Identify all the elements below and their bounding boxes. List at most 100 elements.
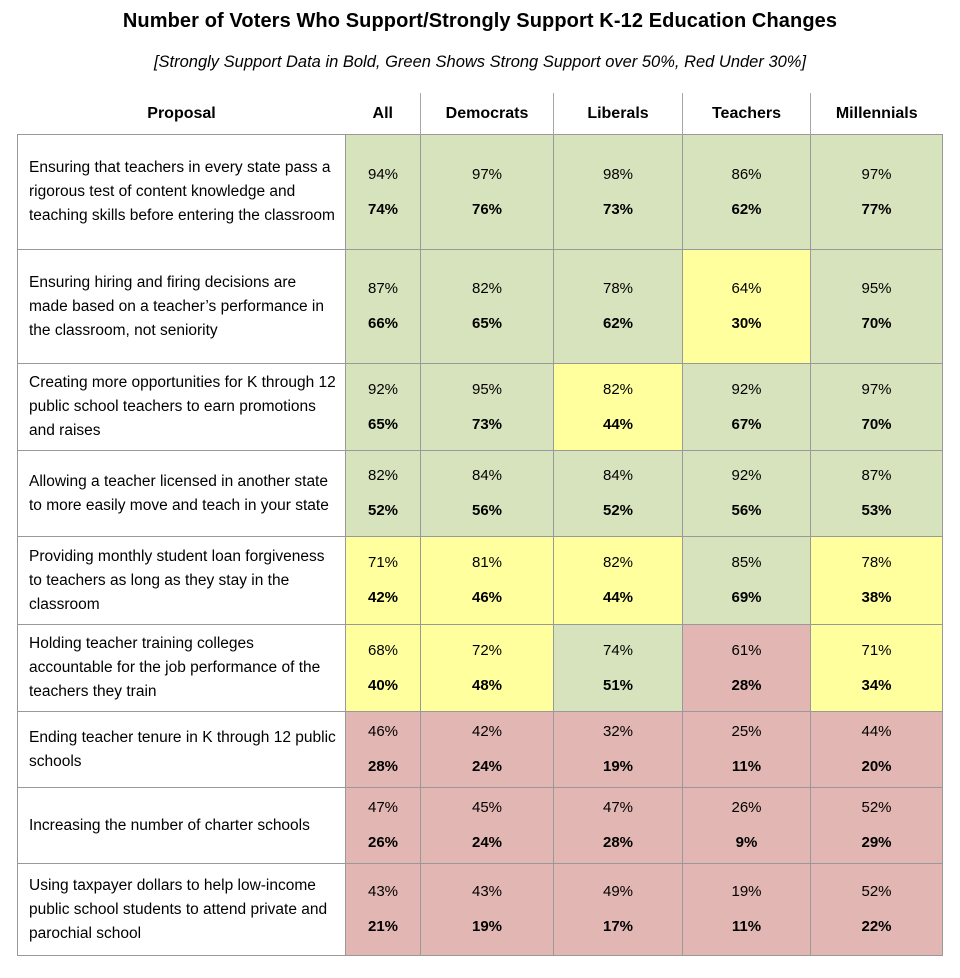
strong-support-value: 56%: [471, 502, 503, 519]
column-header-liberals: Liberals: [553, 93, 683, 135]
data-cell-red: 32% 19%: [553, 711, 683, 788]
strong-support-value: 28%: [602, 834, 634, 851]
table-row: Providing monthly student loan forgivene…: [17, 536, 943, 625]
proposal-cell: Allowing a teacher licensed in another s…: [17, 450, 346, 537]
strong-support-value: 62%: [731, 200, 762, 218]
strong-support-value: 24%: [471, 758, 503, 775]
support-value: 82%: [602, 554, 634, 571]
data-cell-green: 87% 66%: [345, 249, 421, 364]
data-cell-green: 95% 73%: [420, 363, 554, 451]
strong-support-value: 74%: [367, 200, 399, 218]
strong-support-value: 24%: [471, 834, 503, 851]
proposal-cell: Providing monthly student loan forgivene…: [17, 536, 346, 625]
data-cell-yellow: 71% 34%: [810, 624, 943, 712]
proposal-cell: Using taxpayer dollars to help low-incom…: [17, 863, 346, 956]
support-value: 95%: [861, 280, 892, 297]
data-cell-green: 78% 62%: [553, 249, 683, 364]
support-value: 92%: [367, 380, 399, 398]
support-value: 72%: [471, 641, 503, 659]
support-value: 71%: [367, 554, 399, 571]
support-value: 97%: [471, 165, 503, 183]
survey-table: Proposal All Democrats Liberals Teachers Mill…: [17, 93, 943, 956]
support-value: 19%: [731, 883, 762, 900]
strong-support-value: 52%: [367, 502, 399, 519]
page-title: Number of Voters Who Support/Strongly Su…: [122, 10, 838, 32]
support-value: 52%: [861, 799, 892, 816]
support-value: 61%: [731, 641, 762, 659]
support-value: 71%: [861, 641, 892, 659]
strong-support-value: 77%: [861, 200, 892, 218]
data-cell-red: 49% 17%: [553, 863, 683, 956]
strong-support-value: 20%: [861, 758, 892, 775]
data-cell-red: 26% 9%: [682, 787, 811, 864]
data-cell-green: 85% 69%: [682, 536, 811, 625]
data-cell-green: 84% 56%: [420, 450, 554, 537]
proposal-cell: Increasing the number of charter schools: [17, 787, 346, 864]
strong-support-value: 70%: [861, 315, 892, 332]
table-row: Ensuring that teachers in every state pa…: [17, 134, 943, 250]
strong-support-value: 73%: [602, 200, 634, 218]
support-value: 42%: [471, 723, 503, 740]
data-cell-red: 46% 28%: [345, 711, 421, 788]
support-value: 87%: [367, 280, 399, 297]
page-subtitle: [Strongly Support Data in Bold, Green Sh…: [153, 53, 807, 71]
data-cell-green: 95% 70%: [810, 249, 943, 364]
strong-support-value: 53%: [861, 502, 892, 519]
strong-support-value: 9%: [735, 834, 758, 851]
support-value: 84%: [602, 467, 634, 484]
header-row: Proposal All Democrats Liberals Teachers Mill…: [17, 93, 943, 135]
support-value: 74%: [602, 641, 634, 659]
data-cell-yellow: 71% 42%: [345, 536, 421, 625]
data-cell-red: 43% 21%: [345, 863, 421, 956]
support-value: 92%: [731, 467, 762, 484]
support-value: 46%: [367, 723, 399, 740]
support-value: 45%: [471, 799, 503, 816]
column-header-millennials: Millennials: [810, 93, 943, 135]
table-body: Ensuring that teachers in every state pa…: [17, 134, 943, 956]
support-value: 94%: [367, 165, 399, 183]
data-cell-red: 52% 22%: [810, 863, 943, 956]
support-value: 32%: [602, 723, 634, 740]
support-value: 26%: [731, 799, 762, 816]
strong-support-value: 73%: [471, 415, 503, 433]
strong-support-value: 42%: [367, 589, 399, 606]
support-value: 87%: [861, 467, 892, 484]
support-value: 82%: [471, 280, 503, 297]
support-value: 97%: [861, 165, 892, 183]
strong-support-value: 38%: [861, 589, 892, 606]
data-cell-yellow: 82% 44%: [553, 536, 683, 625]
strong-support-value: 70%: [861, 415, 892, 433]
data-cell-green: 86% 62%: [682, 134, 811, 250]
strong-support-value: 44%: [602, 415, 634, 433]
strong-support-value: 22%: [861, 918, 892, 935]
support-value: 86%: [731, 165, 762, 183]
support-value: 95%: [471, 380, 503, 398]
data-cell-green: 94% 74%: [345, 134, 421, 250]
data-cell-yellow: 64% 30%: [682, 249, 811, 364]
data-cell-red: 45% 24%: [420, 787, 554, 864]
table-row: Allowing a teacher licensed in another s…: [17, 450, 943, 537]
strong-support-value: 65%: [471, 315, 503, 332]
data-cell-green: 97% 70%: [810, 363, 943, 451]
data-cell-green: 97% 77%: [810, 134, 943, 250]
support-value: 92%: [731, 380, 762, 398]
proposal-cell: Creating more opportunities for K throug…: [17, 363, 346, 451]
support-value: 81%: [471, 554, 503, 571]
strong-support-value: 44%: [602, 589, 634, 606]
support-value: 52%: [861, 883, 892, 900]
strong-support-value: 76%: [471, 200, 503, 218]
strong-support-value: 56%: [731, 502, 762, 519]
strong-support-value: 52%: [602, 502, 634, 519]
support-value: 43%: [471, 883, 503, 900]
table-row: Using taxpayer dollars to help low-incom…: [17, 863, 943, 956]
proposal-cell: Ensuring that teachers in every state pa…: [17, 134, 346, 250]
table-row: Creating more opportunities for K throug…: [17, 363, 943, 451]
support-value: 25%: [731, 723, 762, 740]
table-row: Ensuring hiring and firing decisions are…: [17, 249, 943, 364]
data-cell-green: 97% 76%: [420, 134, 554, 250]
data-cell-green: 74% 51%: [553, 624, 683, 712]
strong-support-value: 34%: [861, 676, 892, 694]
data-cell-yellow: 82% 44%: [553, 363, 683, 451]
support-value: 47%: [602, 799, 634, 816]
data-cell-red: 47% 28%: [553, 787, 683, 864]
